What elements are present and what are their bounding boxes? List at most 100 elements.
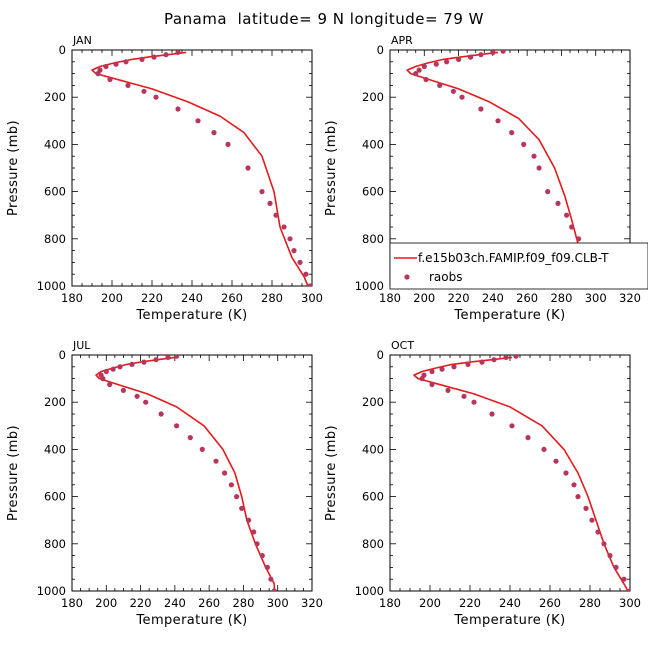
x-tick-label: 180	[379, 596, 401, 610]
raobs-point	[563, 470, 569, 476]
raobs-point	[478, 106, 484, 112]
raobs-point	[259, 553, 265, 559]
raobs-point	[471, 399, 477, 405]
legend-obs-swatch	[404, 274, 410, 280]
raobs-point	[416, 67, 422, 73]
raobs-point	[153, 357, 159, 363]
panel-jan: JAN 180 200 220 240 260 280 300 0 200 400 600 800 100…	[6, 34, 323, 323]
raobs-point	[613, 564, 619, 571]
raobs-point	[583, 505, 589, 511]
y-tick-label: 1000	[37, 584, 66, 598]
x-tick-label: 200	[419, 596, 441, 610]
panel-oct: OCT 180 200 220 240 260 280 300 0 200 400 600 800 100…	[324, 339, 641, 628]
y-tick-label: 0	[59, 43, 66, 57]
raobs-point	[490, 50, 496, 55]
x-tick-label: 260	[516, 291, 538, 305]
raobs-point	[423, 76, 429, 83]
raobs-point	[281, 224, 287, 230]
raobs-point	[531, 153, 537, 159]
x-tick-label: 280	[232, 596, 254, 610]
model-profile-line	[406, 51, 594, 286]
raobs-point	[429, 381, 435, 388]
raobs-point	[123, 59, 129, 65]
x-tick-label: 300	[585, 291, 607, 305]
legend-box	[389, 242, 648, 290]
raobs-point	[509, 423, 515, 429]
x-tick-label: 200	[101, 291, 123, 305]
x-axis-label: Temperature (K)	[453, 308, 565, 323]
raobs-point	[287, 236, 293, 242]
raobs-point	[621, 576, 627, 582]
raobs-point	[246, 517, 252, 523]
x-tick-label: 320	[619, 291, 641, 305]
x-tick-label: 240	[482, 291, 504, 305]
x-tick-label: 220	[459, 596, 481, 610]
panel-label: APR	[391, 34, 413, 47]
raobs-point	[525, 435, 531, 441]
raobs-point	[450, 88, 456, 94]
panel-label: JUL	[72, 339, 91, 352]
raobs-point	[234, 494, 240, 500]
raobs-point	[100, 376, 106, 382]
y-tick-label: 200	[362, 395, 384, 409]
y-tick-label: 800	[362, 537, 384, 551]
raobs-point	[273, 212, 279, 218]
y-tick-label: 600	[362, 185, 384, 199]
raobs-point	[264, 564, 270, 571]
raobs-point	[509, 130, 515, 136]
raobs-point	[239, 505, 245, 511]
raobs-point	[175, 106, 181, 112]
raobs-point	[536, 165, 542, 171]
raobs-point	[451, 364, 457, 370]
y-tick-label: 0	[59, 348, 66, 362]
raobs-point	[245, 165, 251, 171]
raobs-point	[268, 576, 274, 582]
raobs-point	[445, 387, 451, 393]
raobs-point	[627, 588, 630, 591]
raobs-point	[595, 529, 601, 535]
raobs-point	[153, 94, 159, 100]
raobs-point	[589, 517, 595, 523]
y-tick-label: 400	[44, 442, 66, 456]
raobs-point	[601, 541, 607, 547]
raobs-point	[187, 435, 193, 441]
raobs-point	[553, 458, 559, 464]
raobs-point	[555, 200, 561, 206]
y-axis-label: Pressure (mb)	[6, 120, 21, 216]
raobs-point	[222, 470, 228, 476]
raobs-point	[459, 94, 465, 100]
series-group	[406, 50, 597, 286]
raobs-point	[465, 361, 471, 367]
series-group	[91, 50, 312, 286]
y-tick-label: 200	[362, 90, 384, 104]
raobs-point	[439, 366, 445, 372]
raobs-point	[307, 283, 312, 286]
raobs-point	[495, 118, 501, 124]
x-tick-label: 200	[413, 291, 435, 305]
model-profile-line	[413, 356, 629, 591]
y-tick-label: 600	[44, 185, 66, 199]
panel-jul: JUL 180 200 220 240 260 280 300 320 0 200 400 600 800…	[6, 339, 323, 628]
raobs-point	[107, 76, 113, 83]
raobs-point	[254, 541, 260, 547]
y-axis-label: Pressure (mb)	[324, 120, 339, 216]
model-profile-line	[95, 356, 276, 591]
panel-label: JAN	[72, 34, 92, 47]
x-tick-label: 220	[141, 291, 163, 305]
raobs-point	[500, 50, 506, 54]
raobs-point	[303, 271, 309, 277]
plot-frame	[71, 354, 313, 592]
x-tick-label: 180	[61, 596, 83, 610]
raobs-point	[291, 248, 297, 254]
raobs-point	[213, 458, 219, 464]
raobs-point	[468, 54, 474, 60]
raobs-point	[297, 259, 303, 265]
y-axis-label: Pressure (mb)	[324, 425, 339, 521]
raobs-point	[228, 482, 234, 488]
raobs-point	[259, 189, 265, 195]
panel-apr: APR 180 200 220 240 260 280 300 320 0 200 400 600 800…	[324, 34, 648, 323]
raobs-point	[251, 529, 257, 535]
figure-title: Panama latitude= 9 N longitude= 79 W	[164, 10, 484, 28]
y-tick-label: 800	[44, 537, 66, 551]
x-tick-label: 280	[261, 291, 283, 305]
